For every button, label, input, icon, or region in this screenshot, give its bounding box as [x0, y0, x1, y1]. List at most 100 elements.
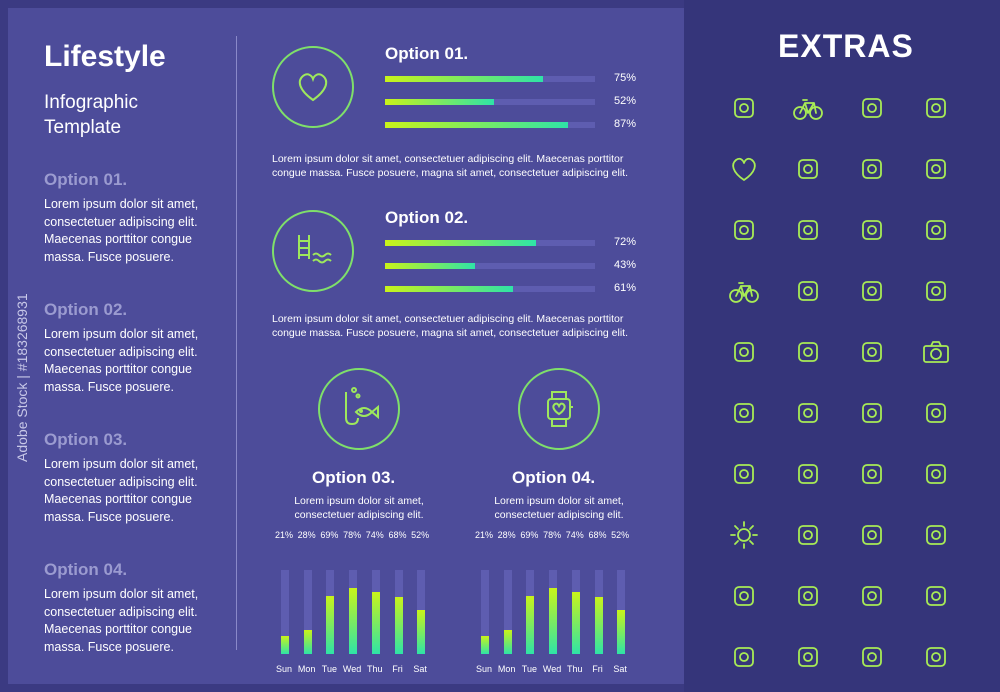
option01-text: Lorem ipsum dolor sit amet, consectetuer…: [272, 152, 628, 180]
divider: [236, 36, 237, 650]
option04-title: Option 04.: [512, 468, 596, 487]
chart-bar-track: [549, 570, 558, 654]
beach-umbrella-icon: [724, 637, 764, 677]
chart-bar: [371, 591, 380, 654]
chart-value-label: 74%: [565, 530, 584, 540]
bicycle-icon: [788, 88, 828, 128]
chart-category-label: Wed: [542, 664, 562, 674]
film-strip-icon: [852, 149, 892, 189]
stopwatch-heart-icon: [724, 576, 764, 616]
chart-bar: [594, 596, 603, 654]
smartwatch-heart-icon: [788, 515, 828, 555]
option01-bar-track: [385, 122, 595, 128]
chart-bar-track: [417, 570, 426, 654]
chart-category-label: Sun: [475, 664, 492, 674]
option01-bar-label: 75%: [614, 72, 637, 84]
chart-bar: [326, 596, 335, 654]
chart-value-label: 78%: [543, 530, 562, 540]
option04-bar-chart: 21% Sun 28% Mon 69% Tue 78% Wed 74% Thu 68% Fri 52% S…: [475, 530, 636, 680]
chart-value-label: 68%: [588, 530, 607, 540]
gramophone-icon: [852, 454, 892, 494]
chart-bar-track: [526, 570, 535, 654]
chart-value-label: 74%: [365, 530, 384, 540]
chart-value-label: 21%: [474, 530, 493, 540]
heart-icon: [724, 149, 764, 189]
chart-bar: [349, 588, 358, 654]
chart-value-label: 21%: [274, 530, 293, 540]
chart-value-label: 78%: [343, 530, 362, 540]
tent-icon: [916, 149, 956, 189]
left-option-text: Lorem ipsum dolor sit amet, consectetuer…: [44, 327, 199, 394]
option02-bar: [385, 263, 476, 269]
french-fries-icon: [916, 271, 956, 311]
kitesurfer-icon: [852, 637, 892, 677]
option03-text: Lorem ipsum dolor sit amet, consectetuer…: [294, 494, 424, 522]
chart-value-label: 52%: [611, 530, 630, 540]
chart-value-label: 28%: [497, 530, 516, 540]
chart-bar: [617, 610, 626, 654]
option03-bar-chart: 21% Sun 28% Mon 69% Tue 78% Wed 74% Thu 68% Fri 52% S…: [275, 530, 436, 680]
chart-bar: [303, 630, 312, 654]
chart-bar-track: [349, 570, 358, 654]
kayak-icon: [916, 88, 956, 128]
chart-value-label: 68%: [388, 530, 407, 540]
chart-value-label: 52%: [411, 530, 430, 540]
chart-category-label: Sat: [413, 664, 427, 674]
option01-icon-circle: [272, 46, 354, 128]
rafting-icon: [852, 515, 892, 555]
chart-category-label: Thu: [367, 664, 383, 674]
left-option-01: Option 01. Lorem ipsum dolor sit amet, c…: [44, 170, 234, 266]
roller-skate-icon: [724, 454, 764, 494]
chart-bar: [526, 596, 535, 654]
left-option-text: Lorem ipsum dolor sit amet, consectetuer…: [44, 457, 199, 524]
golf-icon: [788, 637, 828, 677]
option02-bar-label: 61%: [614, 282, 637, 294]
left-option-title: Option 03.: [44, 430, 128, 449]
camper-van-icon: [724, 393, 764, 433]
page-subtitle: Infographic Template: [44, 90, 214, 140]
left-option-title: Option 02.: [44, 300, 128, 319]
chart-category-label: Tue: [521, 664, 537, 674]
chart-bar: [549, 588, 558, 654]
person-vr-icon: [788, 393, 828, 433]
chart-bar-track: [481, 570, 489, 654]
option01-bar: [385, 99, 495, 105]
cyclist-icon: [724, 332, 764, 372]
main-panel: [8, 8, 684, 684]
option04-text-line1: Lorem ipsum dolor sit amet,: [494, 495, 624, 507]
chart-category-label: Tue: [321, 664, 337, 674]
picture-frame-icon: [852, 332, 892, 372]
option02-text-line2: congue massa. Fusce posuere, magna sit a…: [272, 327, 629, 339]
stock-watermark-text: Adobe Stock | #183268931: [14, 293, 30, 462]
option03-text-line1: Lorem ipsum dolor sit amet,: [294, 495, 424, 507]
option02-bar-track: [385, 263, 595, 269]
option02-text: Lorem ipsum dolor sit amet, consectetuer…: [272, 312, 628, 340]
chart-value-label: 69%: [520, 530, 539, 540]
option02-bar: [385, 240, 537, 246]
chart-bar-track: [326, 570, 335, 654]
option01-bar-label: 87%: [614, 118, 637, 130]
coffee-cup-icon: [852, 271, 892, 311]
option01-bar: [385, 76, 543, 82]
option04-text: Lorem ipsum dolor sit amet, consectetuer…: [494, 494, 624, 522]
option03-title: Option 03.: [312, 468, 396, 487]
chart-category-label: Fri: [592, 664, 603, 674]
chart-bar-track: [503, 570, 512, 654]
option01-text-line1: Lorem ipsum dolor sit amet, consectetuer…: [272, 153, 624, 165]
chart-category-label: Thu: [567, 664, 583, 674]
horse-rider-icon: [916, 576, 956, 616]
chart-bar-track: [594, 570, 603, 654]
chart-category-label: Mon: [297, 664, 316, 674]
avocado-icon: [788, 454, 828, 494]
chart-bar-track: [571, 570, 580, 654]
left-option-title: Option 04.: [44, 560, 128, 579]
pool-ladder-icon: [298, 235, 332, 264]
broccoli-icon: [916, 393, 956, 433]
option02-bar: [385, 286, 514, 292]
chart-bar: [281, 636, 289, 654]
chart-bar: [481, 636, 489, 654]
left-option-02: Option 02. Lorem ipsum dolor sit amet, c…: [44, 300, 234, 396]
bicycle-icon: [724, 271, 764, 311]
fishing-hook-icon: [345, 387, 379, 426]
chart-category-label: Mon: [497, 664, 516, 674]
